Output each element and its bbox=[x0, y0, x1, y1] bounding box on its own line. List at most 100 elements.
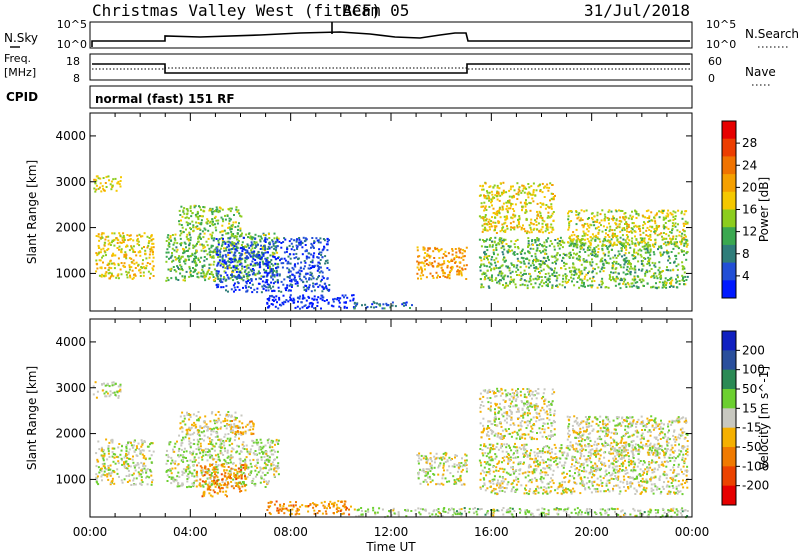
range-cell bbox=[245, 456, 248, 459]
range-cell bbox=[624, 246, 626, 249]
range-cell bbox=[573, 269, 576, 272]
range-cell bbox=[262, 252, 265, 255]
range-cell bbox=[509, 272, 512, 275]
range-cell bbox=[493, 184, 496, 187]
range-cell bbox=[116, 390, 119, 393]
range-cell bbox=[625, 249, 628, 251]
range-cell bbox=[286, 267, 289, 270]
range-cell bbox=[236, 276, 239, 279]
range-cell bbox=[274, 262, 277, 265]
range-cell bbox=[592, 275, 595, 278]
range-cell bbox=[604, 215, 607, 218]
range-cell bbox=[303, 276, 306, 278]
range-cell bbox=[277, 281, 279, 284]
range-cell bbox=[259, 248, 262, 250]
range-cell bbox=[589, 236, 592, 238]
range-cell bbox=[310, 242, 313, 245]
range-cell bbox=[585, 273, 588, 276]
range-cell bbox=[214, 436, 217, 438]
range-cell bbox=[227, 415, 230, 418]
range-cell bbox=[216, 251, 219, 254]
range-cell bbox=[552, 196, 555, 199]
range-cell bbox=[677, 209, 680, 212]
range-cell bbox=[525, 265, 528, 268]
range-cell bbox=[245, 265, 248, 268]
range-cell bbox=[583, 268, 586, 271]
range-cell bbox=[545, 281, 548, 284]
range-cell bbox=[673, 243, 676, 246]
range-cell bbox=[288, 240, 291, 243]
range-cell bbox=[221, 218, 224, 221]
range-cell bbox=[495, 225, 498, 228]
range-cell bbox=[133, 466, 136, 469]
range-cell bbox=[273, 458, 275, 461]
range-cell bbox=[230, 415, 233, 418]
range-cell bbox=[219, 207, 222, 210]
range-cell bbox=[644, 257, 647, 260]
range-cell bbox=[663, 225, 666, 228]
range-cell bbox=[237, 228, 239, 231]
range-cell bbox=[253, 240, 256, 243]
range-cell bbox=[304, 250, 307, 253]
range-cell bbox=[671, 213, 674, 216]
range-cell bbox=[196, 212, 199, 215]
range-cell bbox=[261, 450, 264, 453]
range-cell bbox=[210, 256, 213, 259]
range-cell bbox=[509, 282, 511, 285]
range-cell bbox=[293, 274, 296, 277]
range-cell bbox=[177, 257, 180, 259]
range-cell bbox=[232, 284, 235, 287]
range-cell bbox=[132, 455, 134, 458]
range-cell bbox=[195, 425, 198, 428]
range-cell bbox=[635, 210, 638, 213]
range-cell bbox=[108, 441, 111, 444]
range-cell bbox=[681, 217, 684, 220]
range-cell bbox=[682, 236, 685, 239]
range-cell bbox=[507, 248, 510, 251]
range-cell bbox=[640, 255, 643, 258]
range-cell bbox=[119, 390, 122, 393]
range-cell bbox=[96, 458, 99, 461]
range-cell bbox=[586, 279, 589, 282]
range-cell bbox=[586, 234, 589, 236]
range-cell bbox=[315, 237, 318, 240]
range-cell bbox=[123, 239, 126, 241]
range-cell bbox=[505, 243, 508, 245]
range-cell bbox=[253, 273, 256, 276]
range-cell bbox=[222, 286, 225, 289]
range-cell bbox=[512, 281, 515, 284]
range-cell bbox=[262, 263, 265, 266]
range-cell bbox=[484, 214, 487, 216]
range-cell bbox=[218, 485, 221, 488]
range-cell bbox=[422, 274, 425, 277]
range-cell bbox=[431, 264, 434, 267]
range-cell bbox=[97, 233, 100, 236]
range-cell bbox=[211, 468, 214, 471]
range-cell bbox=[186, 459, 189, 462]
range-cell bbox=[373, 306, 375, 309]
range-cell bbox=[273, 275, 276, 278]
range-cell bbox=[678, 283, 681, 286]
range-cell bbox=[119, 383, 122, 386]
range-cell bbox=[252, 243, 255, 246]
range-cell bbox=[208, 437, 211, 440]
range-cell bbox=[200, 272, 203, 275]
range-cell bbox=[512, 220, 515, 223]
range-cell bbox=[561, 241, 564, 244]
range-cell bbox=[184, 436, 187, 439]
range-cell bbox=[303, 305, 306, 308]
range-cell bbox=[141, 449, 144, 452]
range-cell bbox=[621, 243, 624, 246]
range-cell bbox=[181, 215, 184, 218]
range-cell bbox=[262, 451, 265, 454]
range-cell bbox=[464, 250, 466, 253]
range-cell bbox=[291, 299, 294, 302]
range-cell bbox=[236, 472, 239, 475]
range-cell bbox=[119, 185, 122, 188]
range-cell bbox=[382, 303, 385, 306]
data-region bbox=[195, 463, 248, 498]
range-cell bbox=[318, 275, 320, 277]
range-cell bbox=[547, 189, 550, 192]
range-cell bbox=[615, 257, 618, 259]
range-cell bbox=[186, 466, 189, 468]
